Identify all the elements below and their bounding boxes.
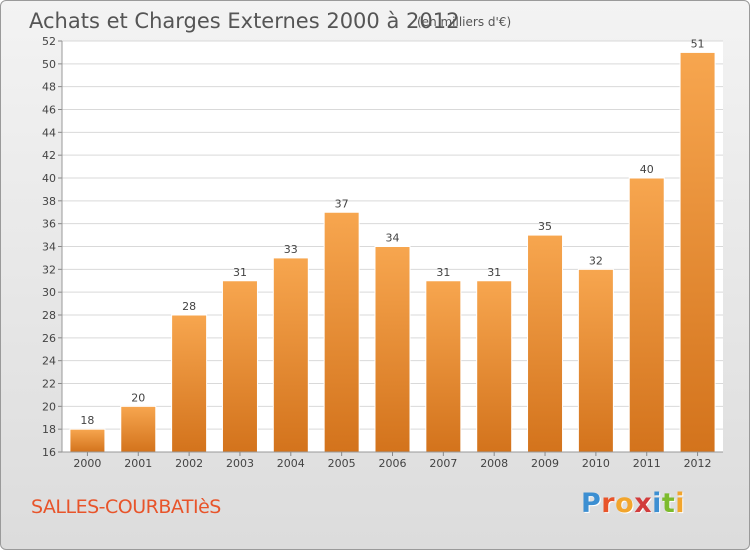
data-label-2004: 33 [284,243,298,256]
y-tick-label: 36 [42,218,56,231]
data-label-2009: 35 [538,220,552,233]
x-tick-label-2006: 2006 [379,457,407,470]
y-tick-label: 44 [42,126,56,139]
location-name: SALLES-COURBATIèS [31,496,221,518]
y-tick-label: 34 [42,241,56,254]
x-tick-label-2007: 2007 [429,457,457,470]
y-tick-label: 46 [42,104,56,117]
y-tick-label: 16 [42,446,56,459]
chart-subtitle: (en milliers d'€) [417,15,512,29]
logo-letter: i [675,488,686,519]
bar-2003 [221,280,258,453]
bar-2011 [628,177,665,453]
data-label-2010: 32 [589,254,603,267]
x-tick-label-2012: 2012 [684,457,712,470]
bar-2007 [425,280,462,453]
y-tick-label: 22 [42,378,56,391]
y-tick-label: 40 [42,172,56,185]
data-label-2001: 20 [131,391,145,404]
data-label-2012: 51 [691,37,705,50]
y-tick-label: 52 [42,35,56,48]
data-label-2011: 40 [640,163,654,176]
bar-2012 [679,51,716,453]
data-label-2002: 28 [182,300,196,313]
x-tick-label-2010: 2010 [582,457,610,470]
data-label-2006: 34 [386,232,400,245]
y-tick-label: 30 [42,286,56,299]
bar-2010 [577,268,614,453]
x-tick-label-2011: 2011 [633,457,661,470]
data-label-2008: 31 [487,266,501,279]
logo-letter: o [615,488,635,519]
y-tick-label: 26 [42,332,56,345]
x-tick-label-2000: 2000 [73,457,101,470]
y-tick-label: 50 [42,58,56,71]
y-tick-label: 20 [42,400,56,413]
y-tick-label: 42 [42,149,56,162]
x-tick-label-2001: 2001 [124,457,152,470]
bar-2002 [171,314,208,453]
logo-letter: t [661,488,676,519]
x-tick-label-2002: 2002 [175,457,203,470]
y-tick-label: 18 [42,423,56,436]
bar-2005 [323,211,360,453]
chart-title: Achats et Charges Externes 2000 à 2012 [29,9,460,33]
x-tick-label-2004: 2004 [277,457,305,470]
y-tick-label: 48 [42,81,56,94]
logo-letter: x [634,488,653,519]
x-tick-label-2008: 2008 [480,457,508,470]
bar-2001 [120,405,157,453]
logo-letter: r [601,488,616,519]
y-tick-label: 24 [42,355,56,368]
logo-letter: P [581,488,602,519]
x-tick-label-2003: 2003 [226,457,254,470]
data-label-2003: 31 [233,266,247,279]
y-tick-label: 32 [42,263,56,276]
logo-letter: i [652,488,662,519]
bar-2008 [476,280,513,453]
bar-2000 [69,428,106,453]
y-tick-label: 28 [42,309,56,322]
data-label-2005: 37 [335,197,349,210]
proxiti-logo: Proxiti [581,488,685,519]
x-tick-label-2009: 2009 [531,457,559,470]
y-tick-label: 38 [42,195,56,208]
bar-2004 [272,257,309,453]
data-label-2007: 31 [436,266,450,279]
x-tick-label-2005: 2005 [328,457,356,470]
bar-2006 [374,246,411,453]
data-label-2000: 18 [80,414,94,427]
bar-2009 [527,234,564,453]
